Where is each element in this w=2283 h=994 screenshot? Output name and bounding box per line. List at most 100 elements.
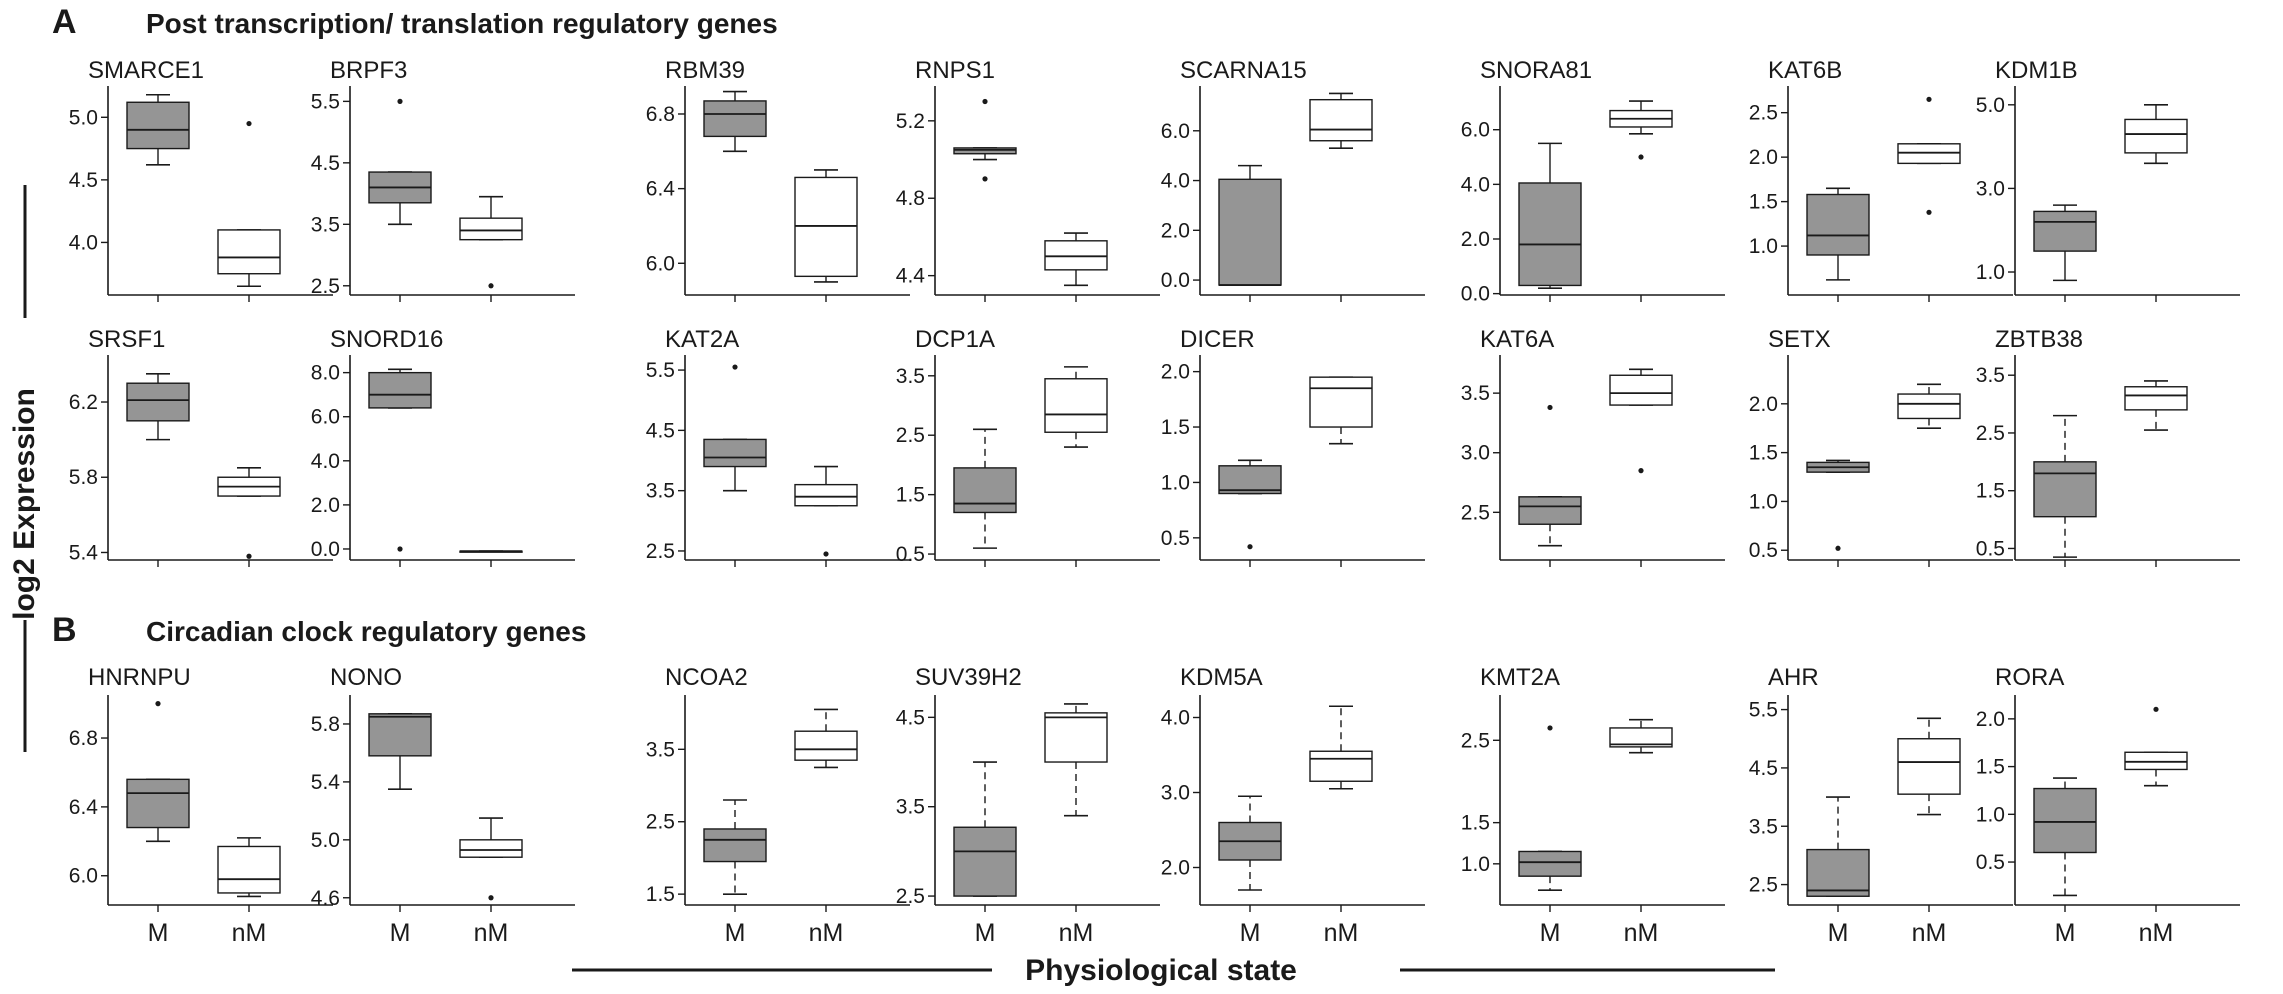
box-m — [1806, 193, 1870, 256]
panel-a-title: Post transcription/ translation regulato… — [146, 8, 778, 39]
y-tick-label: 4.6 — [311, 887, 340, 910]
outlier-m — [155, 701, 161, 707]
x-tick-label: nM — [1059, 919, 1094, 947]
y-tick-label: 2.5 — [1461, 729, 1490, 752]
panel-kat2a: KAT2A 2.5 3.5 4.5 5.5 — [646, 326, 910, 567]
y-tick-label: 5.0 — [311, 829, 340, 852]
panel-snora81: SNORA81 0.0 2.0 4.0 6.0 — [1461, 57, 1725, 306]
y-tick-label: 2.5 — [1749, 874, 1778, 897]
x-tick-label: M — [1828, 919, 1849, 947]
y-tick-label: 2.5 — [1461, 501, 1490, 524]
outlier-nm — [823, 551, 829, 557]
gene-title: DCP1A — [915, 326, 995, 353]
box-m — [1518, 496, 1582, 525]
y-tick-label: 6.2 — [69, 391, 98, 414]
box-m — [126, 101, 190, 150]
y-tick-label: 4.5 — [311, 152, 340, 175]
box-nm — [1609, 374, 1673, 406]
gene-title: KAT6A — [1480, 326, 1554, 353]
y-tick-label: 3.5 — [646, 738, 675, 761]
gene-title: ZBTB38 — [1995, 326, 2083, 353]
box-m — [2033, 787, 2097, 854]
y-tick-label: 1.5 — [1749, 191, 1778, 214]
y-tick-label: 5.2 — [896, 110, 925, 133]
panel-dicer: DICER 0.5 1.0 1.5 2.0 — [1161, 326, 1425, 567]
gene-title: SMARCE1 — [88, 57, 204, 84]
y-tick-label: 4.5 — [1749, 757, 1778, 780]
y-tick-label: 2.5 — [896, 424, 925, 447]
y-tick-label: 1.5 — [1749, 442, 1778, 465]
y-tick-label: 2.5 — [1976, 422, 2005, 445]
y-tick-label: 0.5 — [1976, 851, 2005, 874]
x-tick-label: M — [390, 919, 411, 947]
x-tick-label: nM — [232, 919, 267, 947]
y-tick-label: 3.5 — [1461, 382, 1490, 405]
y-tick-label: 5.8 — [69, 466, 98, 489]
y-tick-label: 4.0 — [1161, 170, 1190, 193]
panel-rbm39: RBM39 6.0 6.4 6.8 — [646, 57, 910, 302]
gene-title: KDM1B — [1995, 57, 2078, 84]
box-nm — [1309, 750, 1373, 782]
panel-setx: SETX 0.5 1.0 1.5 2.0 — [1749, 326, 2013, 567]
y-tick-label: 4.0 — [69, 231, 98, 254]
y-tick-label: 6.0 — [646, 252, 675, 275]
box-nm — [2124, 386, 2188, 411]
outlier-m — [1547, 404, 1553, 411]
y-tick-label: 1.0 — [1976, 261, 2005, 284]
gene-title: KMT2A — [1480, 664, 1560, 691]
box-m — [703, 438, 767, 468]
panel-b-letter: B — [52, 611, 77, 649]
y-tick-label: 3.0 — [1161, 782, 1190, 805]
outlier-nm — [246, 120, 252, 127]
y-tick-label: 1.0 — [1749, 490, 1778, 513]
panel-srsf1: SRSF1 5.4 5.8 6.2 — [69, 326, 333, 567]
panel-ahr: AHR 2.5 3.5 4.5 5.5 M nM — [1749, 664, 2013, 947]
box-nm — [459, 839, 523, 858]
y-tick-label: 0.5 — [1976, 537, 2005, 560]
gene-title: SNORD16 — [330, 326, 443, 353]
y-tick-label: 4.5 — [69, 169, 98, 192]
panel-kat6a: KAT6A 2.5 3.0 3.5 — [1461, 326, 1725, 567]
box-m — [368, 371, 432, 409]
y-tick-label: 2.0 — [1161, 219, 1190, 242]
box-m — [2033, 461, 2097, 518]
y-tick-label: 1.0 — [1976, 803, 2005, 826]
y-tick-label: 4.0 — [1161, 707, 1190, 730]
outlier-m — [982, 98, 988, 105]
x-axis-label: Physiological state — [1025, 954, 1297, 987]
y-tick-label: 2.0 — [1161, 857, 1190, 880]
gene-title: SUV39H2 — [915, 664, 1022, 691]
x-tick-label: nM — [1324, 919, 1359, 947]
y-tick-label: 4.4 — [896, 265, 926, 288]
y-tick-label: 3.5 — [896, 365, 925, 388]
y-tick-label: 1.5 — [896, 484, 925, 507]
y-tick-label: 2.0 — [1749, 146, 1778, 169]
box-nm — [794, 730, 858, 761]
box-nm — [1309, 98, 1373, 142]
y-tick-label: 2.0 — [1461, 228, 1490, 251]
gene-title: AHR — [1768, 664, 1819, 691]
y-tick-label: 2.5 — [1749, 102, 1778, 125]
outlier-m — [397, 546, 403, 552]
y-tick-label: 6.0 — [311, 406, 340, 429]
x-tick-label: M — [148, 919, 169, 947]
gene-title: NONO — [330, 664, 402, 691]
y-tick-label: 4.0 — [1461, 173, 1490, 196]
box-nm — [459, 217, 523, 241]
gene-title: RNPS1 — [915, 57, 995, 84]
outlier-m — [982, 176, 988, 182]
box-nm — [217, 229, 281, 275]
y-tick-label: 4.5 — [646, 419, 675, 442]
y-tick-label: 3.5 — [311, 213, 340, 236]
box-m — [1518, 182, 1582, 287]
outlier-nm — [246, 553, 252, 559]
box-m — [953, 826, 1017, 897]
box-m — [1218, 465, 1282, 495]
x-tick-label: M — [2055, 919, 2076, 947]
y-tick-label: 5.5 — [311, 90, 340, 113]
y-tick-label: 0.5 — [1749, 539, 1778, 562]
y-tick-label: 6.0 — [1461, 119, 1490, 142]
y-tick-label: 1.5 — [646, 883, 675, 906]
gene-title: SETX — [1768, 326, 1831, 353]
